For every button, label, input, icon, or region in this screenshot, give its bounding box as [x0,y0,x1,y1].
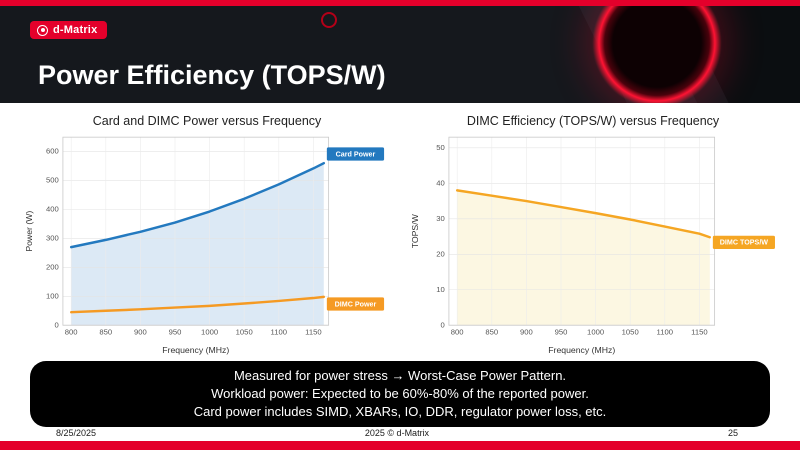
note-line: Measured for power stress → Worst-Case P… [233,367,567,383]
logo-text: d-Matrix [53,24,98,36]
chart-title: DIMC Efficiency (TOPS/W) versus Frequenc… [466,114,720,128]
svg-text:200: 200 [46,262,59,271]
slide-footer: 8/25/2025 2025 © d-Matrix 25 [0,428,800,438]
svg-text:800: 800 [65,327,78,336]
svg-text:40: 40 [436,178,445,187]
svg-text:100: 100 [46,291,59,300]
svg-text:Frequency (MHz): Frequency (MHz) [162,345,229,355]
svg-text:TOPS/W: TOPS/W [410,213,420,248]
svg-text:1000: 1000 [201,327,218,336]
note-line: Workload power: Expected to be 60%-80% o… [211,385,589,401]
svg-text:0: 0 [441,320,445,329]
power-vs-frequency-chart: 0 100 200 300 400 500 600 800 850 900 950 1000 1050 1… [24,136,385,355]
svg-text:400: 400 [46,205,59,214]
red-ring-icon [321,12,337,28]
bottom-accent-bar [0,441,800,450]
svg-text:DIMC TOPS/W: DIMC TOPS/W [720,239,769,247]
card-dimc-power-chart-panel: Card and DIMC Power versus Frequency 0 10… [22,112,392,356]
efficiency-vs-frequency-chart: 0 10 20 30 40 50 800 850 900 950 1000 1050 1100 1150 F… [410,136,775,355]
svg-text:1150: 1150 [305,327,321,336]
svg-text:600: 600 [46,147,59,156]
target-icon [37,24,48,36]
svg-text:Frequency (MHz): Frequency (MHz) [548,345,615,355]
svg-text:300: 300 [46,233,59,242]
svg-text:1050: 1050 [622,327,639,336]
red-glow-circle-icon [592,6,722,103]
dmatrix-logo: d-Matrix [30,21,108,39]
page-title: Power Efficiency (TOPS/W) [38,60,386,90]
footer-date: 8/25/2025 [56,428,97,438]
svg-text:950: 950 [169,327,182,336]
svg-text:50: 50 [436,143,445,152]
svg-text:1100: 1100 [657,327,673,336]
svg-text:10: 10 [436,285,445,294]
dimc-efficiency-chart-panel: DIMC Efficiency (TOPS/W) versus Frequenc… [408,112,778,356]
chart-title: Card and DIMC Power versus Frequency [92,114,322,128]
footer-page-number: 25 [727,428,738,438]
slide-header: d-Matrix Power Efficiency (TOPS/W) [0,6,800,103]
svg-text:950: 950 [555,327,568,336]
svg-text:1050: 1050 [236,327,253,336]
svg-text:20: 20 [436,249,445,258]
svg-text:30: 30 [436,214,445,223]
svg-text:DIMC Power: DIMC Power [335,300,377,308]
svg-text:500: 500 [46,176,59,185]
notes-callout: Measured for power stress → Worst-Case P… [30,360,770,427]
svg-text:0: 0 [55,320,59,329]
svg-text:1100: 1100 [271,327,287,336]
svg-text:900: 900 [520,327,533,336]
svg-text:1150: 1150 [691,327,707,336]
svg-text:850: 850 [485,327,498,336]
svg-text:850: 850 [99,327,112,336]
svg-text:Card Power: Card Power [336,150,376,158]
svg-text:Power (W): Power (W) [24,211,34,252]
svg-text:800: 800 [451,327,464,336]
charts-row: Card and DIMC Power versus Frequency 0 10… [0,103,800,356]
top-accent-bar [0,0,800,6]
note-line: Card power includes SIMD, XBARs, IO, DDR… [193,403,607,419]
footer-copyright: 2025 © d-Matrix [364,428,430,438]
svg-text:900: 900 [134,327,147,336]
svg-text:1000: 1000 [587,327,604,336]
